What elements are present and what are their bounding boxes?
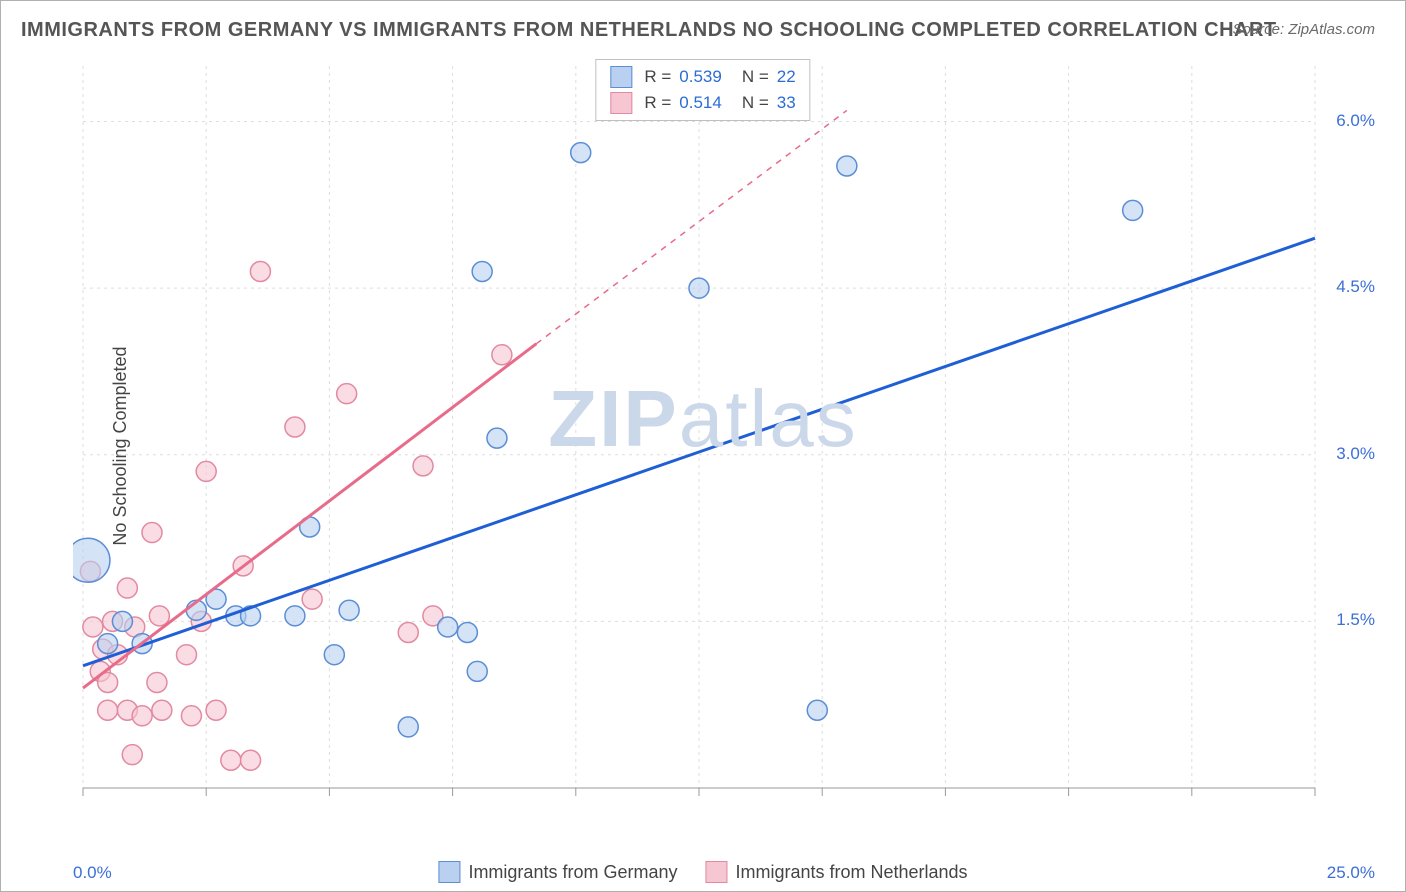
n-value-germany: 22 xyxy=(777,67,796,87)
data-point xyxy=(837,156,857,176)
data-point xyxy=(285,606,305,626)
y-tick-label: 1.5% xyxy=(1336,610,1375,630)
data-point xyxy=(457,622,477,642)
chart-container: IMMIGRANTS FROM GERMANY VS IMMIGRANTS FR… xyxy=(0,0,1406,892)
legend-label-netherlands: Immigrants from Netherlands xyxy=(735,862,967,883)
series-legend: Immigrants from Germany Immigrants from … xyxy=(438,861,967,883)
data-point xyxy=(398,622,418,642)
y-tick-label: 3.0% xyxy=(1336,444,1375,464)
r-value-netherlands: 0.514 xyxy=(679,93,722,113)
swatch-pink-icon xyxy=(705,861,727,883)
data-point xyxy=(1123,200,1143,220)
chart-title: IMMIGRANTS FROM GERMANY VS IMMIGRANTS FR… xyxy=(21,19,1277,42)
data-point xyxy=(250,261,270,281)
x-tick-min: 0.0% xyxy=(73,863,112,883)
legend-item-netherlands: Immigrants from Netherlands xyxy=(705,861,967,883)
data-point xyxy=(221,750,241,770)
data-point xyxy=(176,645,196,665)
data-point xyxy=(492,345,512,365)
stats-row-germany: R = 0.539 N = 22 xyxy=(610,64,795,90)
stats-row-netherlands: R = 0.514 N = 33 xyxy=(610,90,795,116)
plot-svg xyxy=(73,56,1363,826)
data-point xyxy=(689,278,709,298)
data-point xyxy=(98,634,118,654)
data-point xyxy=(142,523,162,543)
data-point xyxy=(472,261,492,281)
data-point xyxy=(152,700,172,720)
data-point xyxy=(181,706,201,726)
legend-label-germany: Immigrants from Germany xyxy=(468,862,677,883)
data-point xyxy=(337,384,357,404)
data-point xyxy=(302,589,322,609)
n-label: N = xyxy=(742,67,769,87)
swatch-blue-icon xyxy=(610,66,632,88)
r-value-germany: 0.539 xyxy=(679,67,722,87)
x-tick-max: 25.0% xyxy=(1327,863,1375,883)
data-point xyxy=(241,750,261,770)
swatch-pink-icon xyxy=(610,92,632,114)
data-point xyxy=(83,617,103,637)
r-label: R = xyxy=(644,67,671,87)
n-value-netherlands: 33 xyxy=(777,93,796,113)
data-point xyxy=(206,700,226,720)
data-point xyxy=(438,617,458,637)
data-point xyxy=(147,672,167,692)
data-point xyxy=(487,428,507,448)
data-point xyxy=(112,611,132,631)
data-point xyxy=(339,600,359,620)
data-point xyxy=(73,538,110,582)
plot-area xyxy=(73,56,1363,826)
legend-item-germany: Immigrants from Germany xyxy=(438,861,677,883)
data-point xyxy=(398,717,418,737)
data-point xyxy=(196,461,216,481)
trend-line-germany xyxy=(83,238,1315,666)
data-point xyxy=(285,417,305,437)
data-point xyxy=(571,143,591,163)
y-tick-label: 4.5% xyxy=(1336,277,1375,297)
y-tick-label: 6.0% xyxy=(1336,111,1375,131)
data-point xyxy=(98,700,118,720)
n-label: N = xyxy=(742,93,769,113)
data-point xyxy=(324,645,344,665)
data-point xyxy=(117,578,137,598)
data-point xyxy=(807,700,827,720)
swatch-blue-icon xyxy=(438,861,460,883)
source-label: Source: ZipAtlas.com xyxy=(1232,21,1375,38)
data-point xyxy=(467,661,487,681)
data-point xyxy=(122,745,142,765)
data-point xyxy=(132,706,152,726)
stats-legend: R = 0.539 N = 22 R = 0.514 N = 33 xyxy=(595,59,810,121)
data-point xyxy=(413,456,433,476)
r-label: R = xyxy=(644,93,671,113)
